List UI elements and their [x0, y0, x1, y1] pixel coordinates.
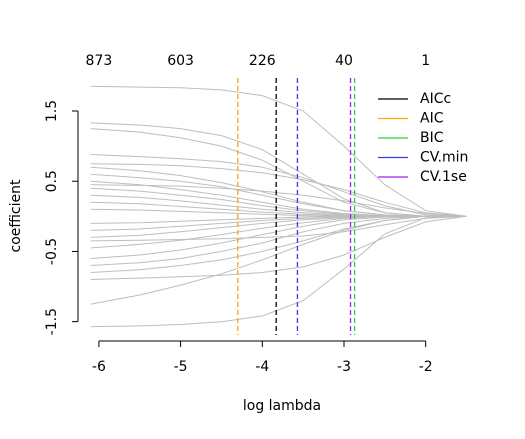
legend-label: BIC: [420, 130, 444, 146]
coef-path: [90, 215, 467, 259]
x-tick-label: -4: [255, 359, 269, 375]
legend-label: AICc: [420, 91, 451, 107]
coef-path: [90, 215, 467, 305]
coef-path: [90, 215, 467, 328]
top-tick-label: 603: [167, 53, 194, 69]
y-tick-label: -0.5: [44, 238, 60, 265]
legend-label: CV.1se: [420, 169, 467, 185]
top-tick-label: 40: [335, 53, 353, 69]
coef-path: [90, 122, 467, 217]
top-tick-label: 1: [421, 53, 430, 69]
coef-path: [90, 215, 467, 266]
y-tick-label: 0.5: [44, 170, 60, 192]
coef-path: [90, 184, 467, 217]
y-tick-label: -1.5: [44, 308, 60, 335]
coef-path: [90, 215, 467, 280]
legend-label: CV.min: [420, 150, 468, 166]
coef-path: [90, 128, 467, 217]
x-tick-label: -3: [337, 359, 351, 375]
coef-path: [90, 215, 467, 242]
x-tick-label: -6: [92, 359, 106, 375]
y-tick-label: 1.5: [44, 100, 60, 122]
top-tick-label: 226: [249, 53, 276, 69]
legend-label: AIC: [420, 111, 444, 127]
x-tick-label: -5: [174, 359, 188, 375]
top-tick-label: 873: [86, 53, 113, 69]
coef-path: [90, 215, 467, 273]
x-axis-label: log lambda: [243, 398, 321, 414]
x-tick-label: -2: [419, 359, 433, 375]
coef-path: [90, 163, 467, 217]
y-axis-label: coefficient: [8, 179, 24, 252]
coef-path: [90, 85, 467, 217]
